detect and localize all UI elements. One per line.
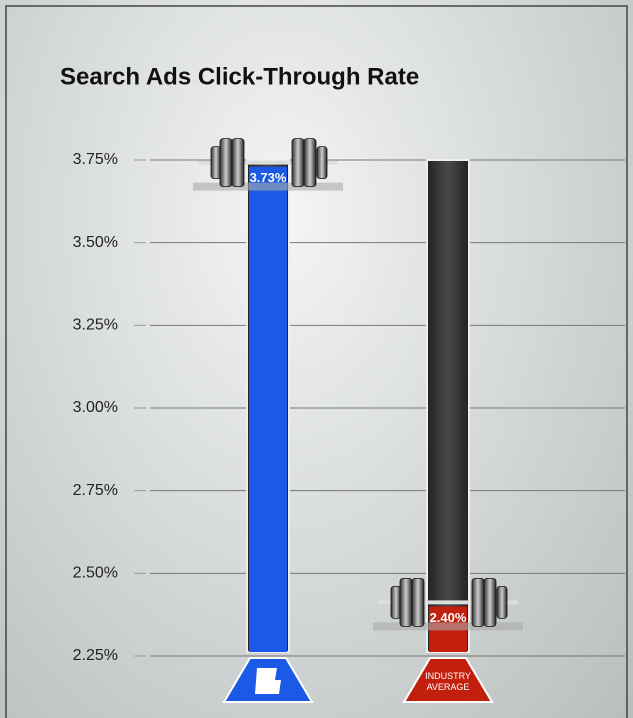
bar [249,166,287,652]
y-tick-label: 2.25% [73,647,118,664]
barbell-plate [390,586,402,619]
chart-title: Search Ads Click-Through Rate [60,63,419,90]
barbell-shadow [373,622,523,631]
barbell-plate [291,138,305,188]
frame [5,5,628,718]
barbell-plate [483,578,497,627]
y-tick-label: 3.00% [73,399,118,416]
barbell-plate [303,138,317,188]
y-tick-label: 3.50% [73,234,118,251]
x-tick-label: INDUSTRY AVERAGE [425,671,471,692]
barbell-plate [496,586,508,619]
barbell-plate [210,146,222,180]
barbell-plate [231,138,245,188]
y-tick-label: 2.50% [73,565,118,582]
barbell-plate [219,138,233,188]
barbell-plate [471,578,485,627]
barbell-plate [399,578,413,627]
y-tick-label: 3.75% [73,151,118,168]
barbell-shadow [193,182,343,191]
logo [255,668,281,694]
y-tick-label: 3.25% [73,317,118,334]
value-label: 2.40% [430,610,467,625]
barbell-plate [316,146,328,180]
barbell-plate [411,578,425,627]
category-badge [402,657,494,703]
value-label: 3.73% [250,170,287,185]
y-tick-label: 2.75% [73,482,118,499]
tube [426,159,470,653]
